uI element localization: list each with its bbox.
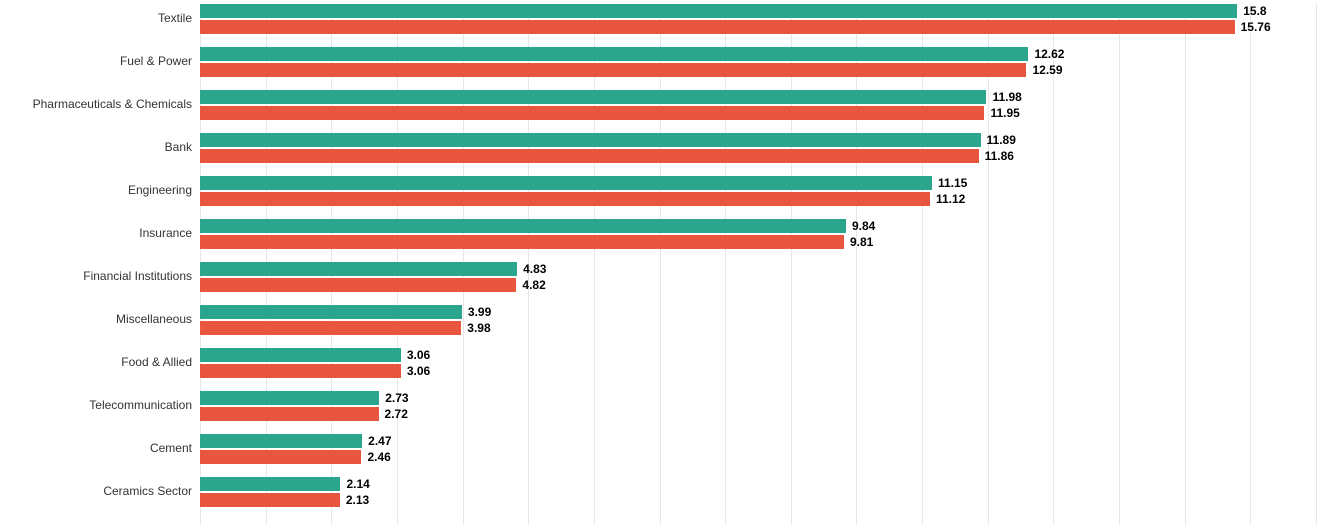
bar-value-b: 15.76 (1241, 20, 1271, 34)
bar-series-b (200, 364, 401, 378)
bar-value-b: 2.13 (346, 493, 369, 507)
category-label: Miscellaneous (116, 312, 192, 326)
bar-value-b: 12.59 (1032, 63, 1062, 77)
bar-series-a (200, 47, 1028, 61)
bar-value-b: 4.82 (522, 278, 545, 292)
gridline (1119, 4, 1120, 525)
gridline (791, 4, 792, 525)
bar-value-a: 3.06 (407, 348, 430, 362)
category-label: Insurance (139, 226, 192, 240)
bar-series-a (200, 434, 362, 448)
gridline (1316, 4, 1317, 525)
plot-area: 15.8 15.76 12.62 12.59 11.98 11.95 11.89 11.86 1… (200, 4, 1316, 525)
gridline (1185, 4, 1186, 525)
category-label: Fuel & Power (120, 54, 192, 68)
bar-series-b (200, 192, 930, 206)
grouped-horizontal-bar-chart: 15.8 15.76 12.62 12.59 11.98 11.95 11.89 11.86 1… (0, 0, 1322, 529)
bar-series-a (200, 391, 379, 405)
bar-series-a (200, 4, 1237, 18)
bar-value-a: 11.89 (987, 133, 1016, 147)
category-label: Food & Allied (121, 355, 192, 369)
bar-value-b: 3.98 (467, 321, 490, 335)
bar-value-a: 3.99 (468, 305, 491, 319)
bar-series-b (200, 450, 361, 464)
gridline (856, 4, 857, 525)
gridline (594, 4, 595, 525)
bar-value-b: 11.86 (985, 149, 1014, 163)
bar-series-a (200, 133, 981, 147)
bar-value-b: 3.06 (407, 364, 430, 378)
bar-value-a: 11.15 (938, 176, 967, 190)
bar-series-b (200, 493, 340, 507)
gridline (1053, 4, 1054, 525)
category-label: Bank (165, 140, 192, 154)
bar-series-b (200, 235, 844, 249)
bar-value-b: 11.95 (990, 106, 1019, 120)
gridline (725, 4, 726, 525)
bar-value-a: 11.98 (992, 90, 1021, 104)
bar-series-a (200, 262, 517, 276)
bar-series-b (200, 149, 979, 163)
bar-value-a: 2.47 (368, 434, 391, 448)
bar-series-b (200, 20, 1235, 34)
bar-series-b (200, 63, 1026, 77)
gridline (922, 4, 923, 525)
bar-series-b (200, 407, 379, 421)
bar-value-a: 4.83 (523, 262, 546, 276)
bar-series-a (200, 90, 986, 104)
bar-series-b (200, 321, 461, 335)
category-label: Textile (158, 11, 192, 25)
bar-value-a: 2.14 (346, 477, 369, 491)
category-label: Ceramics Sector (103, 484, 192, 498)
bar-series-a (200, 477, 340, 491)
bar-value-b: 9.81 (850, 235, 873, 249)
bar-series-a (200, 348, 401, 362)
bar-value-a: 2.73 (385, 391, 408, 405)
gridline (1250, 4, 1251, 525)
bar-series-a (200, 219, 846, 233)
bar-series-b (200, 278, 516, 292)
gridline (988, 4, 989, 525)
category-label: Pharmaceuticals & Chemicals (33, 97, 192, 111)
category-label: Financial Institutions (83, 269, 192, 283)
bar-value-b: 11.12 (936, 192, 965, 206)
bar-series-b (200, 106, 984, 120)
category-label: Telecommunication (89, 398, 192, 412)
bar-value-a: 12.62 (1034, 47, 1064, 61)
bar-value-b: 2.46 (367, 450, 390, 464)
bar-series-a (200, 305, 462, 319)
bar-series-a (200, 176, 932, 190)
category-label: Cement (150, 441, 192, 455)
bar-value-a: 15.8 (1243, 4, 1266, 18)
bar-value-a: 9.84 (852, 219, 875, 233)
category-label: Engineering (128, 183, 192, 197)
gridline (660, 4, 661, 525)
bar-value-b: 2.72 (385, 407, 408, 421)
